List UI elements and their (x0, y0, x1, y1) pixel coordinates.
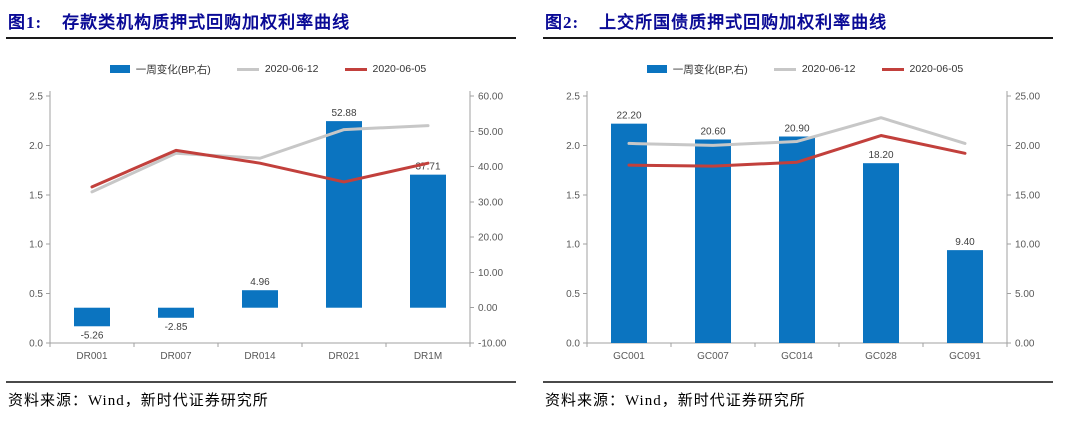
figure-1-title: 图1: 存款类机构质押式回购加权利率曲线 (8, 8, 350, 33)
legend-label: 2020-06-05 (372, 63, 427, 75)
figure-2-panel: 图2: 上交所国债质押式回购加权利率曲线 一周变化(BP,右) 2020-06-12… (537, 0, 1073, 430)
category-label: GC001 (613, 351, 645, 362)
legend-item-0: 一周变化(BP,右) (109, 62, 211, 77)
legend-line-swatch (881, 67, 904, 71)
legend-label: 2020-06-05 (909, 63, 964, 75)
category-label: DR021 (328, 351, 360, 362)
figure-2-combo-chart: 0.0 0.5 1.0 1.5 2.0 2.5 0.00 5.00 10.00 15.00 20.0… (566, 91, 1040, 362)
bar-value-label: 18.20 (868, 150, 893, 161)
category-label: DR1M (414, 351, 442, 362)
line-series-2020-06-12 (90, 124, 430, 194)
left-axis-tick-label: 0.5 (29, 289, 43, 300)
right-axis-tick-label: 25.00 (1015, 92, 1040, 103)
legend-bar-swatch (109, 65, 130, 73)
right-axis-tick-label: 50.00 (478, 127, 503, 138)
left-axis-tick-label: 1.0 (29, 240, 43, 251)
right-axis-tick-label: 60.00 (478, 92, 503, 103)
legend-line-swatch (236, 67, 259, 71)
right-axis-tick-label: 5.00 (1015, 289, 1035, 300)
figure-1-source-note: 资料来源：Wind，新时代证券研究所 (8, 393, 269, 409)
right-axis-tick-label: 0.00 (1015, 339, 1035, 350)
right-axis-tick-label: 0.00 (478, 303, 498, 314)
bar-DR007 (158, 307, 194, 318)
line-series-2020-06-05 (627, 134, 967, 168)
bar-GC028 (863, 163, 899, 343)
figure-2-label: 图2: (545, 13, 580, 32)
category-label: GC014 (781, 351, 813, 362)
figure-1-title-text: 存款类机构质押式回购加权利率曲线 (62, 13, 351, 32)
legend-item-2: 2020-06-05 (881, 63, 964, 75)
category-label: GC007 (697, 351, 729, 362)
bar-DR021 (326, 121, 362, 308)
bar-DR1M (410, 174, 446, 308)
figure-1-combo-chart: 0.0 0.5 1.0 1.5 2.0 2.5 -10.00 0.00 10.00 20.00 30… (29, 91, 507, 362)
legend-line-swatch (344, 67, 367, 71)
figure-1-label: 图1: (8, 13, 43, 32)
bar-value-label: 22.20 (616, 111, 641, 122)
figure-1-title-underline (6, 37, 516, 39)
bar-value-label: 9.40 (955, 237, 975, 248)
figure-2-legend: 一周变化(BP,右) 2020-06-12 2020-06-05 (537, 60, 1073, 78)
bar-value-label: 20.90 (784, 124, 809, 135)
figure-2-title-underline (543, 37, 1053, 39)
category-label: GC028 (865, 351, 897, 362)
bar-value-label: 37.71 (415, 162, 440, 173)
category-label: DR007 (160, 351, 192, 362)
line-series-2020-06-05 (90, 148, 430, 189)
figure-2-source-divider (543, 381, 1053, 383)
legend-item-1: 2020-06-12 (236, 63, 319, 75)
legend-label: 2020-06-12 (264, 63, 319, 75)
bar-GC014 (779, 136, 815, 343)
left-axis-tick-label: 1.5 (566, 190, 580, 201)
figure-1-source-divider (6, 381, 516, 383)
left-axis-tick-label: 2.5 (29, 92, 43, 103)
right-axis-tick-label: 30.00 (478, 197, 503, 208)
bar-GC001 (611, 123, 647, 343)
bar-value-label: 52.88 (331, 108, 356, 119)
right-axis-tick-label: -10.00 (478, 339, 507, 350)
category-label: DR014 (244, 351, 276, 362)
right-axis-tick-label: 20.00 (478, 233, 503, 244)
figure-1-legend: 一周变化(BP,右) 2020-06-12 2020-06-05 (0, 60, 536, 78)
left-axis-tick-label: 1.5 (29, 190, 43, 201)
legend-bar-swatch (646, 65, 667, 73)
bar-GC007 (695, 139, 731, 343)
legend-item-1: 2020-06-12 (773, 63, 856, 75)
bar-value-label: -5.26 (81, 330, 104, 341)
bar-DR014 (242, 290, 278, 308)
figure-2-title-text: 上交所国债质押式回购加权利率曲线 (599, 13, 888, 32)
bar-DR001 (74, 307, 110, 327)
line-series-2020-06-12 (627, 116, 967, 147)
left-axis-tick-label: 0.0 (29, 339, 43, 350)
legend-label: 一周变化(BP,右) (135, 63, 211, 76)
bar-value-label: -2.85 (165, 322, 188, 333)
legend-label: 2020-06-12 (801, 63, 856, 75)
left-axis-tick-label: 0.0 (566, 339, 580, 350)
legend-line-swatch (773, 67, 796, 71)
figure-2-title: 图2: 上交所国债质押式回购加权利率曲线 (545, 8, 887, 33)
right-axis-tick-label: 15.00 (1015, 190, 1040, 201)
figure-1-panel: 图1: 存款类机构质押式回购加权利率曲线 一周变化(BP,右) 2020-06-12… (0, 0, 536, 430)
figure-2-source-note: 资料来源：Wind，新时代证券研究所 (545, 393, 806, 409)
right-axis-tick-label: 10.00 (1015, 240, 1040, 251)
left-axis-tick-label: 1.0 (566, 240, 580, 251)
bar-value-label: 20.60 (700, 126, 725, 137)
right-axis-tick-label: 20.00 (1015, 141, 1040, 152)
right-axis-tick-label: 10.00 (478, 268, 503, 279)
left-axis-tick-label: 2.0 (29, 141, 43, 152)
category-label: GC091 (949, 351, 981, 362)
legend-item-0: 一周变化(BP,右) (646, 62, 748, 77)
legend-item-2: 2020-06-05 (344, 63, 427, 75)
bar-value-label: 4.96 (250, 277, 270, 288)
category-label: DR001 (76, 351, 108, 362)
left-axis-tick-label: 2.0 (566, 141, 580, 152)
left-axis-tick-label: 0.5 (566, 289, 580, 300)
left-axis-tick-label: 2.5 (566, 92, 580, 103)
right-axis-tick-label: 40.00 (478, 162, 503, 173)
legend-label: 一周变化(BP,右) (672, 63, 748, 76)
bar-GC091 (947, 250, 983, 343)
